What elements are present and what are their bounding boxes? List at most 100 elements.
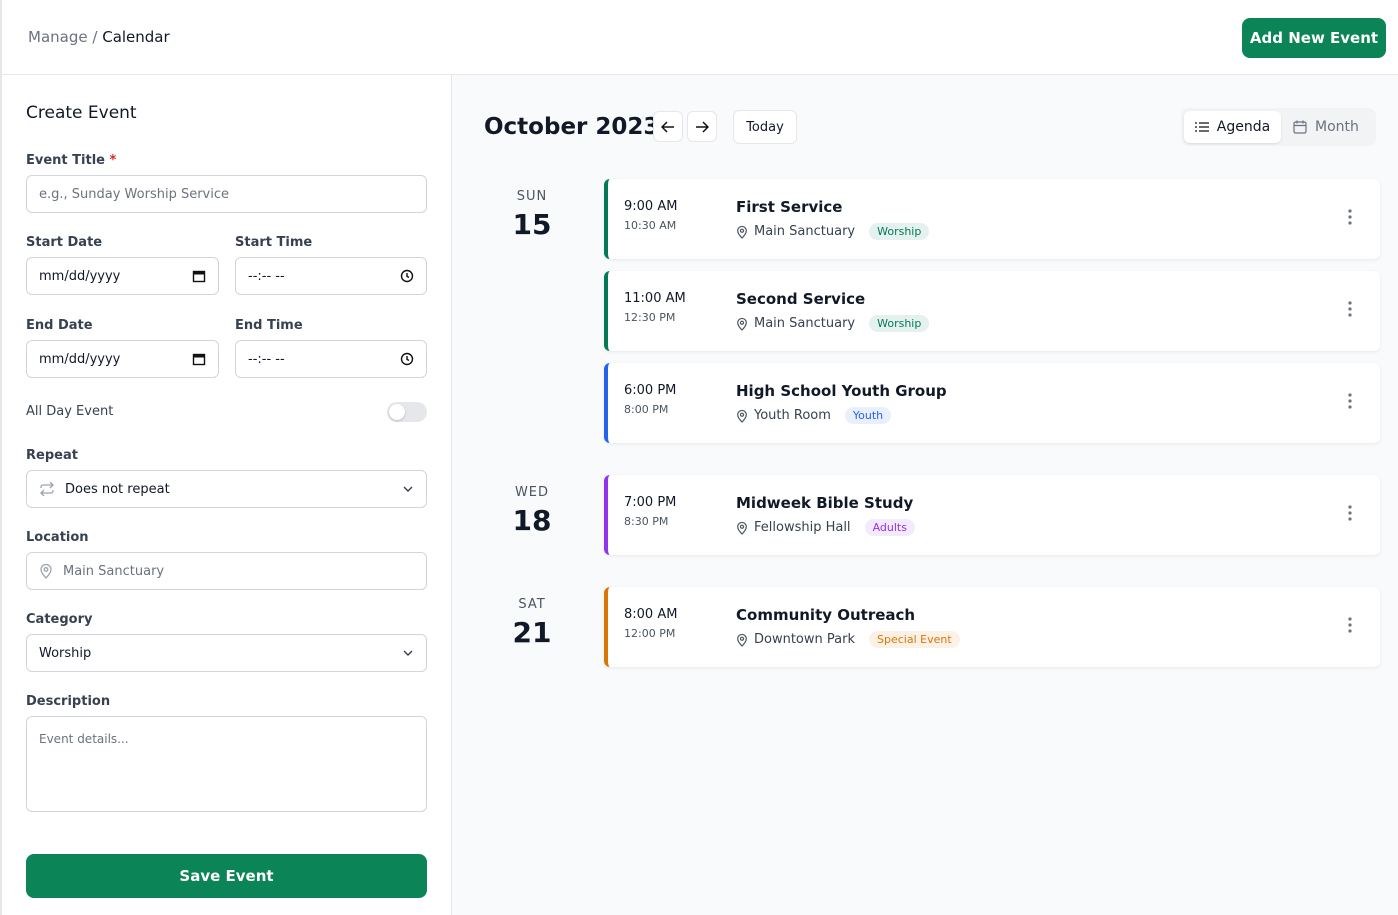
event-card[interactable]: 6:00 PM 8:00 PM High School Youth Group You… [604,363,1380,443]
end-time: 12:00 PM [624,627,676,640]
event-meta: Downtown Park Special Event [736,631,960,648]
day-number: 15 [512,208,552,241]
text-input[interactable]: e.g., Sunday Worship Service [26,175,427,213]
repeat-icon [40,482,54,496]
label: Start Date [26,235,103,250]
event-title: Midweek Bible Study [736,494,914,512]
placeholder: Event details... [39,732,129,746]
tab-label: Agenda [1216,119,1271,135]
next-button[interactable] [687,111,717,142]
label: End Date [26,318,93,333]
breadcrumb-link[interactable]: Manage [28,28,88,46]
placeholder: --:-- -- [248,268,285,284]
date-input[interactable]: mm/dd/yyyy [26,257,219,295]
label-text: Event Title [26,153,105,168]
event-meta: Main Sanctuary Worship [736,223,930,240]
placeholder: --:-- -- [248,351,285,367]
chevron [403,650,413,656]
save-button[interactable]: Save Event [26,854,427,898]
today-button[interactable]: Today [733,110,797,144]
placeholder: Main Sanctuary [63,563,165,579]
form-panel: Create Event Event Title * e.g., Sunday … [0,75,452,915]
more-button[interactable] [1348,209,1360,229]
form-title: Create Event [26,103,137,123]
label: Description [26,694,111,709]
start-time: 7:00 PM [624,495,677,510]
start-time: 9:00 AM [624,199,678,214]
pin-icon [737,225,747,239]
dots-icon [1348,301,1352,317]
arrow-right [696,120,709,133]
text-input[interactable]: Main Sanctuary [26,552,427,590]
event-meta: Main Sanctuary Worship [736,315,930,332]
agenda-tab[interactable]: Agenda [1184,111,1281,143]
view-toggle: Agenda Month [1181,108,1376,146]
start-time: 11:00 AM [624,291,686,306]
dots-icon [1348,393,1352,409]
breadcrumb-separator: / [92,28,98,46]
event-title: Community Outreach [736,606,916,624]
label: Location [26,530,89,545]
toggle[interactable] [387,402,427,422]
placeholder: mm/dd/yyyy [39,351,121,367]
label: End Time [235,318,303,333]
event-title: Second Service [736,290,866,308]
label: Start Time [235,235,313,250]
textarea[interactable]: Event details... [26,716,427,812]
tag: Worship [869,315,930,332]
time-input[interactable]: --:-- -- [235,340,427,378]
end-time: 8:00 PM [624,403,669,416]
tag: Adults [864,519,915,536]
weekday: SAT [518,597,546,612]
pin-icon [40,563,52,579]
header: Manage / Calendar Add New Event [0,0,1398,75]
event-card[interactable]: 8:00 AM 12:00 PM Community Outreach Downtow… [604,587,1380,667]
required-mark: * [109,153,117,168]
month-tab[interactable]: Month [1293,111,1373,143]
location: Main Sanctuary [754,316,856,331]
placeholder: e.g., Sunday Worship Service [39,186,229,202]
label: Repeat [26,448,78,463]
dots-icon [1348,505,1352,521]
tag: Youth [844,407,892,424]
time-input[interactable]: --:-- -- [235,257,427,295]
prev-button[interactable] [653,111,683,142]
end-time: 8:30 PM [624,515,669,528]
day-number: 21 [512,616,552,649]
tab-label: Month [1315,119,1359,135]
label: Event Title * [26,153,116,168]
add-event-button[interactable]: Add New Event [1242,18,1386,58]
end-time: 12:30 PM [624,311,676,324]
event-card[interactable]: 7:00 PM 8:30 PM Midweek Bible Study Fellows… [604,475,1380,555]
toggle-knob [389,404,405,420]
dots-icon [1348,209,1352,225]
more-button[interactable] [1348,617,1360,637]
pin-icon [737,409,747,423]
more-button[interactable] [1348,505,1360,525]
placeholder: mm/dd/yyyy [39,268,121,284]
pin-icon [737,633,747,647]
list-icon [1194,122,1209,132]
location: Downtown Park [754,632,855,647]
weekday: SUN [516,189,548,204]
select[interactable]: Worship [26,634,427,672]
date-input[interactable]: mm/dd/yyyy [26,340,219,378]
tag: Worship [869,223,930,240]
chevron [403,486,413,492]
event-meta: Youth Room Youth [736,407,892,424]
dots-icon [1348,617,1352,633]
event-card[interactable]: 9:00 AM 10:30 AM First Service Main Sanctua… [604,179,1380,259]
select[interactable]: Does not repeat [26,470,427,508]
select-value: Does not repeat [65,481,170,497]
more-button[interactable] [1348,393,1360,413]
event-card[interactable]: 11:00 AM 12:30 PM Second Service Main Sanct… [604,271,1380,351]
breadcrumb: Manage / Calendar [28,28,170,46]
more-button[interactable] [1348,301,1360,321]
label: All Day Event [26,404,114,419]
arrow-left [661,120,674,133]
weekday: WED [514,485,550,500]
label: Category [26,612,93,627]
pin-icon [737,521,747,535]
start-time: 6:00 PM [624,383,677,398]
event-title: High School Youth Group [736,382,947,400]
